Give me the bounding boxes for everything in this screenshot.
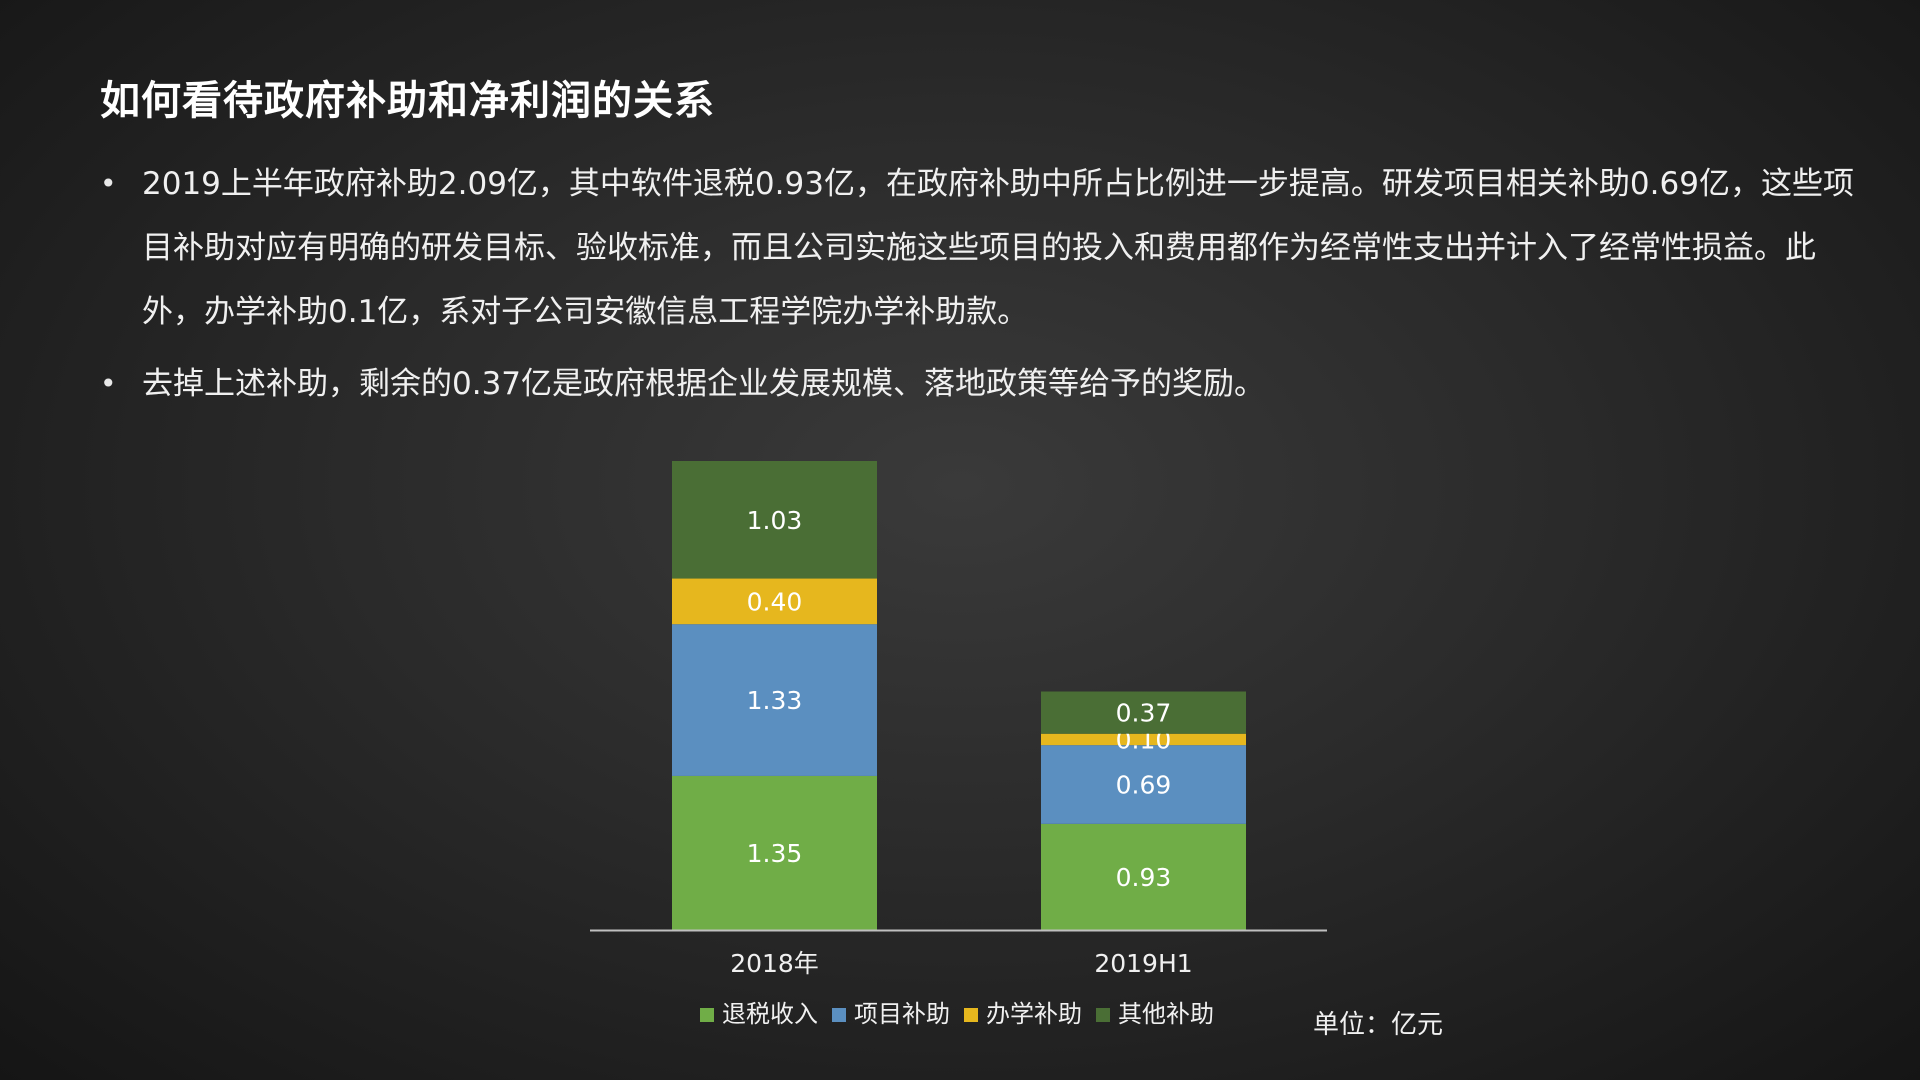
legend-label: 其他补助 (1118, 1000, 1214, 1028)
bullet-list: • 2019上半年政府补助2.09亿，其中软件退税0.93亿，在政府补助中所占比… (100, 152, 1870, 424)
x-tick-label: 2018年 (730, 949, 819, 978)
legend-swatch (1096, 1008, 1110, 1022)
data-label: 0.40 (747, 587, 803, 616)
data-label: 1.35 (747, 839, 803, 868)
bullet-dot-icon: • (100, 167, 117, 200)
bar-segment (672, 624, 877, 776)
legend-swatch (964, 1008, 978, 1022)
bullet-item: • 2019上半年政府补助2.09亿，其中软件退税0.93亿，在政府补助中所占比… (100, 152, 1870, 344)
x-tick-label: 2019H1 (1094, 949, 1192, 978)
legend-label: 项目补助 (854, 1000, 950, 1028)
bullet-text: 2019上半年政府补助2.09亿，其中软件退税0.93亿，在政府补助中所占比例进… (142, 166, 1854, 330)
bar-segment (1041, 691, 1246, 734)
data-label: 0.69 (1116, 771, 1172, 800)
legend-swatch (832, 1008, 846, 1022)
bar-segment (1041, 823, 1246, 930)
data-label: 1.03 (747, 506, 803, 535)
data-label: 1.33 (747, 686, 803, 715)
bar-segment (672, 775, 877, 930)
legend-label: 办学补助 (986, 1000, 1082, 1028)
legend-label: 退税收入 (722, 1000, 818, 1028)
bullet-item: • 去掉上述补助，剩余的0.37亿是政府根据企业发展规模、落地政策等给予的奖励。 (100, 352, 1870, 416)
bullet-text: 去掉上述补助，剩余的0.37亿是政府根据企业发展规模、落地政策等给予的奖励。 (142, 366, 1266, 402)
data-label: 0.93 (1116, 863, 1172, 892)
bar-segment (672, 578, 877, 625)
bar-segment (1041, 745, 1246, 824)
bar-segment (672, 461, 877, 579)
bullet-dot-icon: • (100, 367, 117, 400)
legend-swatch (700, 1008, 714, 1022)
unit-label: 单位：亿元 (1313, 1010, 1444, 1040)
bar-segment (1041, 733, 1246, 746)
data-label: 0.37 (1116, 699, 1172, 728)
slide-title: 如何看待政府补助和净利润的关系 (100, 78, 715, 124)
